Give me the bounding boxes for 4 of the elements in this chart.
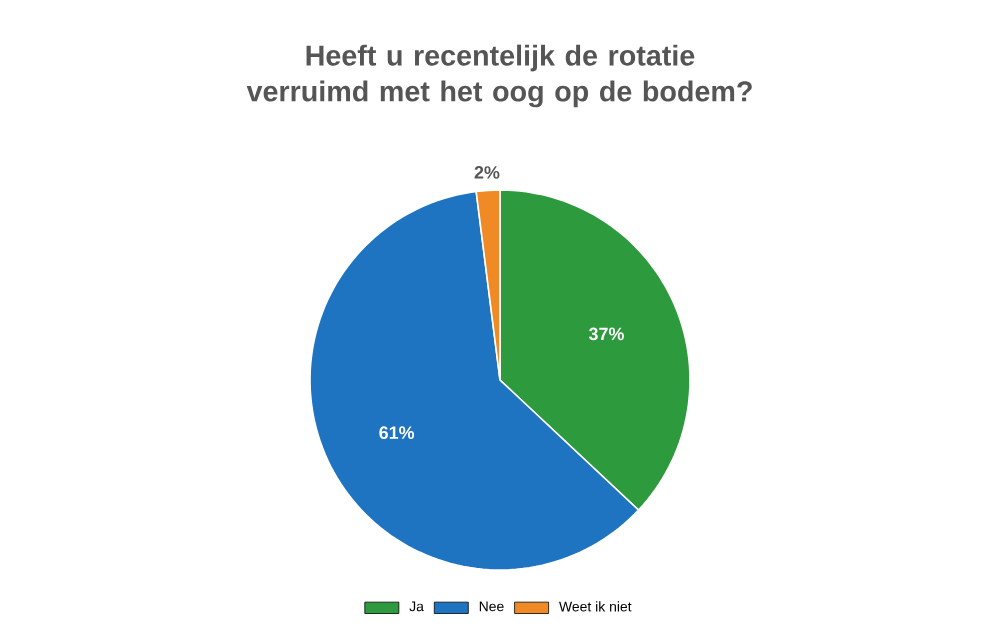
- data-label: 2%: [474, 166, 500, 179]
- chart-title: Heeft u recentelijk de rotatie verruimd met het oog op de bodem?: [246, 44, 752, 108]
- data-label: 37%: [588, 327, 624, 341]
- data-label: 61%: [379, 426, 415, 440]
